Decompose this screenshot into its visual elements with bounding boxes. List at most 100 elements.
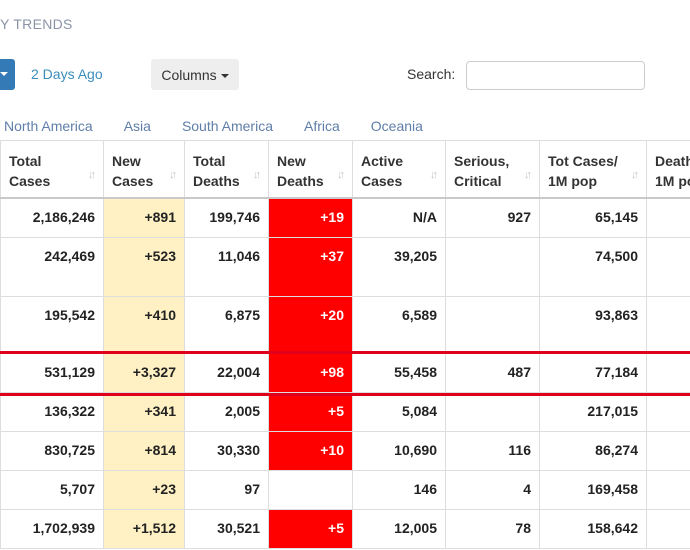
col-total-deaths[interactable]: Total Deaths ↓↑: [184, 140, 269, 199]
col-label-2: 1M pop: [548, 173, 597, 189]
cell-new-deaths: +10: [268, 431, 353, 471]
cell-deaths-per-m: 3: [646, 353, 690, 393]
col-label-2: 1M pop: [655, 173, 690, 189]
sort-icon: ↓↑: [631, 168, 639, 181]
two-days-ago-link[interactable]: 2 Days Ago: [31, 66, 103, 82]
cell-deaths-per-m: 3: [646, 431, 690, 471]
cell-serious-critical: 4: [445, 470, 540, 510]
cell-total-deaths: 11,046: [184, 237, 269, 297]
cell-serious-critical: [445, 296, 540, 354]
cell-new-cases: +410: [103, 296, 185, 354]
tab-oceania[interactable]: Oceania: [370, 118, 423, 134]
sort-icon: ↓↑: [169, 168, 177, 181]
cell-deaths-per-m: 2: [646, 470, 690, 510]
tab-africa[interactable]: Africa: [304, 118, 340, 134]
highlight-border-bottom: [0, 393, 690, 396]
cell-new-deaths: +5: [268, 392, 353, 432]
tab-south-america[interactable]: South America: [181, 118, 273, 134]
cell-tot-cases-per-m: 93,863: [539, 296, 647, 354]
cell-total-cases: 2,186,246: [0, 197, 104, 238]
cell-total-deaths: 97: [184, 470, 269, 510]
cell-active-cases: 5,084: [352, 392, 446, 432]
col-label-2: Critical: [454, 173, 502, 189]
col-label-1: Total: [193, 153, 226, 169]
cell-active-cases: 55,458: [352, 353, 446, 393]
cell-tot-cases-per-m: 86,274: [539, 431, 647, 471]
cell-new-deaths: +19: [268, 197, 353, 238]
col-total-cases[interactable]: Total Cases ↓↑: [0, 140, 104, 199]
col-label-1: New: [277, 153, 306, 169]
cell-deaths-per-m: 2: [646, 197, 690, 238]
cell-new-deaths: +37: [268, 237, 353, 297]
breadcrumb: Y TRENDS: [0, 16, 73, 32]
cell-active-cases: 146: [352, 470, 446, 510]
cell-tot-cases-per-m: 77,184: [539, 353, 647, 393]
cell-new-cases: +891: [103, 197, 185, 238]
tab-north-america[interactable]: North America: [4, 118, 93, 134]
cell-active-cases: 39,205: [352, 237, 446, 297]
col-label-1: Total: [9, 153, 42, 169]
cell-new-cases: +23: [103, 470, 185, 510]
cell-total-deaths: 6,875: [184, 296, 269, 354]
columns-button[interactable]: Columns: [151, 59, 239, 90]
sort-icon: ↓↑: [524, 168, 532, 181]
sort-icon: ↓↑: [337, 168, 345, 181]
search-input[interactable]: [466, 61, 645, 90]
sort-icon: ↓↑: [430, 168, 438, 181]
cell-new-cases: +3,327: [103, 353, 185, 393]
cell-deaths-per-m: 3: [646, 392, 690, 432]
col-label-2: Deaths: [277, 173, 324, 189]
columns-button-label: Columns: [161, 66, 217, 83]
col-label-1: New: [112, 153, 141, 169]
cell-total-cases: 136,322: [0, 392, 104, 432]
col-label-2: Cases: [361, 173, 403, 189]
cell-tot-cases-per-m: 65,145: [539, 197, 647, 238]
cell-new-cases: +523: [103, 237, 185, 297]
cell-total-deaths: 30,521: [184, 509, 269, 549]
col-label-2: Cases: [112, 173, 154, 189]
cell-total-cases: 531,129: [0, 353, 104, 393]
col-label-2: Deaths: [193, 173, 240, 189]
col-serious-critical[interactable]: Serious, Critical ↓↑: [445, 140, 540, 199]
cell-total-deaths: 30,330: [184, 431, 269, 471]
cell-tot-cases-per-m: 169,458: [539, 470, 647, 510]
col-label-1: Tot Cases/: [548, 153, 618, 169]
col-new-cases[interactable]: New Cases ↓↑: [103, 140, 185, 199]
cell-active-cases: 6,589: [352, 296, 446, 354]
cell-new-deaths: +98: [268, 353, 353, 393]
cell-total-deaths: 199,746: [184, 197, 269, 238]
cell-serious-critical: [445, 392, 540, 432]
data-table: Total Cases ↓↑ New Cases ↓↑ Total Deaths ↓↑ Ne…: [0, 140, 690, 549]
caret-down-icon: [220, 73, 229, 78]
cell-new-cases: +1,512: [103, 509, 185, 549]
cell-new-cases: +814: [103, 431, 185, 471]
col-label-1: Deaths/: [655, 153, 690, 169]
col-new-deaths[interactable]: New Deaths ↓↑: [268, 140, 353, 199]
tab-asia[interactable]: Asia: [123, 118, 151, 134]
cell-serious-critical: [445, 237, 540, 297]
cell-total-cases: 242,469: [0, 237, 104, 297]
cell-total-cases: 5,707: [0, 470, 104, 510]
search-label: Search:: [407, 66, 456, 82]
col-label-1: Serious,: [454, 153, 510, 169]
cell-new-deaths: +20: [268, 296, 353, 354]
cell-deaths-per-m: 2: [646, 509, 690, 549]
cell-serious-critical: 487: [445, 353, 540, 393]
cell-total-cases: 1,702,939: [0, 509, 104, 549]
cell-new-deaths: [268, 470, 353, 510]
cell-total-deaths: 2,005: [184, 392, 269, 432]
cell-tot-cases-per-m: 217,015: [539, 392, 647, 432]
cell-tot-cases-per-m: 74,500: [539, 237, 647, 297]
cell-total-cases: 830,725: [0, 431, 104, 471]
cell-new-cases: +341: [103, 392, 185, 432]
col-deaths-per-m[interactable]: Deaths/1M pop: [646, 140, 690, 199]
dropdown-button[interactable]: [0, 59, 15, 90]
col-tot-cases-per-m[interactable]: Tot Cases/1M pop ↓↑: [539, 140, 647, 199]
cell-total-cases: 195,542: [0, 296, 104, 354]
cell-active-cases: 12,005: [352, 509, 446, 549]
col-active-cases[interactable]: Active Cases ↓↑: [352, 140, 446, 199]
